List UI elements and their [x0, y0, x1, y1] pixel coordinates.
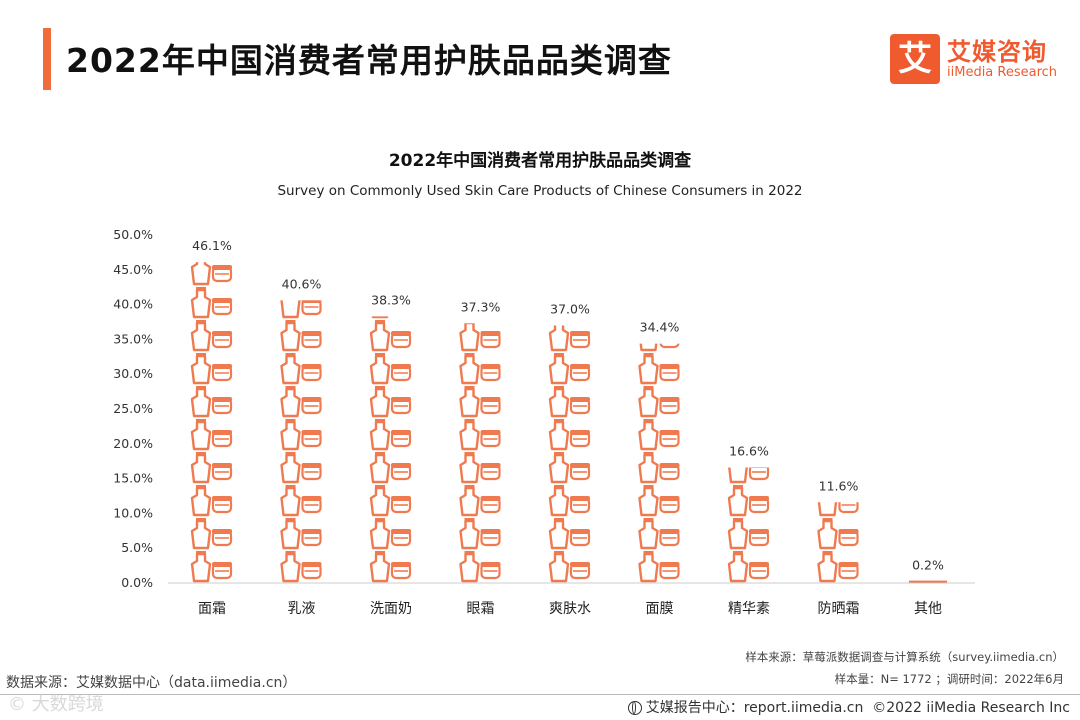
- data-label: 37.3%: [461, 299, 501, 314]
- y-tick-label: 5.0%: [121, 540, 153, 555]
- data-label: 40.6%: [282, 276, 322, 291]
- bar: [369, 316, 412, 583]
- x-tick-label: 面膜: [646, 601, 674, 617]
- brand-logo[interactable]: 艾 艾媒咨询 iiMedia Research: [890, 32, 1065, 86]
- x-tick-label: 爽肤水: [549, 601, 591, 617]
- data-source: 数据来源：艾媒数据中心（data.iimedia.cn）: [6, 675, 297, 691]
- bar: [908, 580, 947, 583]
- data-label: 16.6%: [729, 443, 769, 458]
- y-tick-label: 20.0%: [113, 436, 153, 451]
- logo-name-cn: 艾媒咨询: [947, 38, 1047, 66]
- data-label: 37.0%: [550, 301, 590, 316]
- bar: [280, 300, 322, 583]
- data-label: 46.1%: [192, 238, 232, 253]
- y-tick-label: 30.0%: [113, 366, 153, 381]
- y-tick-label: 0.0%: [121, 575, 153, 590]
- x-tick-label: 乳液: [288, 601, 316, 617]
- y-tick-label: 45.0%: [113, 262, 153, 277]
- data-label: 34.4%: [640, 320, 680, 335]
- x-tick-label: 精华素: [728, 601, 770, 617]
- bar: [459, 323, 501, 583]
- footer: 艾媒报告中心：report.iimedia.cn ©2022 iiMedia R…: [627, 697, 1070, 717]
- x-tick-label: 防晒霜: [818, 601, 860, 617]
- logo-name-en: iiMedia Research: [947, 65, 1058, 80]
- bars: 46.1% 面霜 40.6% 乳液 38.3% 洗面奶 37.3% 眼霜 37.0% 爽肤水 34.…: [190, 238, 947, 617]
- report-center-link[interactable]: 艾媒报告中心：report.iimedia.cn: [645, 700, 864, 716]
- chart-title: 2022年中国消费者常用护肤品品类调查: [389, 150, 692, 171]
- x-tick-label: 面霜: [198, 601, 226, 617]
- logo-mark-icon: 艾: [890, 34, 940, 84]
- copyright: ©2022 iiMedia Research Inc: [872, 700, 1070, 716]
- bar: [727, 467, 770, 583]
- data-label: 0.2%: [912, 558, 944, 573]
- data-label: 38.3%: [371, 292, 411, 307]
- y-tick-label: 35.0%: [113, 331, 153, 346]
- sample-source: 样本来源：草莓派数据调查与计算系统（survey.iimedia.cn）: [745, 650, 1064, 664]
- page-title: 2022年中国消费者常用护肤品品类调查: [66, 41, 672, 80]
- x-tick-label: 洗面奶: [370, 601, 412, 617]
- y-tick-label: 15.0%: [113, 471, 153, 486]
- x-tick-label: 眼霜: [467, 601, 495, 617]
- footer-divider: [0, 694, 1080, 695]
- watermark: © 大数跨境: [8, 694, 104, 715]
- y-axis: 0.0% 5.0% 10.0% 15.0% 20.0% 25.0% 30.0% 35.0% 40…: [113, 227, 153, 590]
- y-tick-label: 10.0%: [113, 505, 153, 520]
- bar: [817, 502, 859, 583]
- globe-icon: [627, 701, 642, 715]
- title-accent-bar: [43, 28, 51, 90]
- y-tick-label: 50.0%: [113, 227, 153, 242]
- sample-size: 样本量：N= 1772 ；调研时间：2022年6月: [834, 672, 1064, 686]
- bar: [190, 262, 233, 583]
- y-tick-label: 40.0%: [113, 297, 153, 312]
- chart-subtitle: Survey on Commonly Used Skin Care Produc…: [277, 183, 802, 199]
- bar: [548, 325, 591, 583]
- x-tick-label: 其他: [914, 601, 942, 617]
- bar: [638, 343, 680, 583]
- data-label: 11.6%: [819, 478, 859, 493]
- y-tick-label: 25.0%: [113, 401, 153, 416]
